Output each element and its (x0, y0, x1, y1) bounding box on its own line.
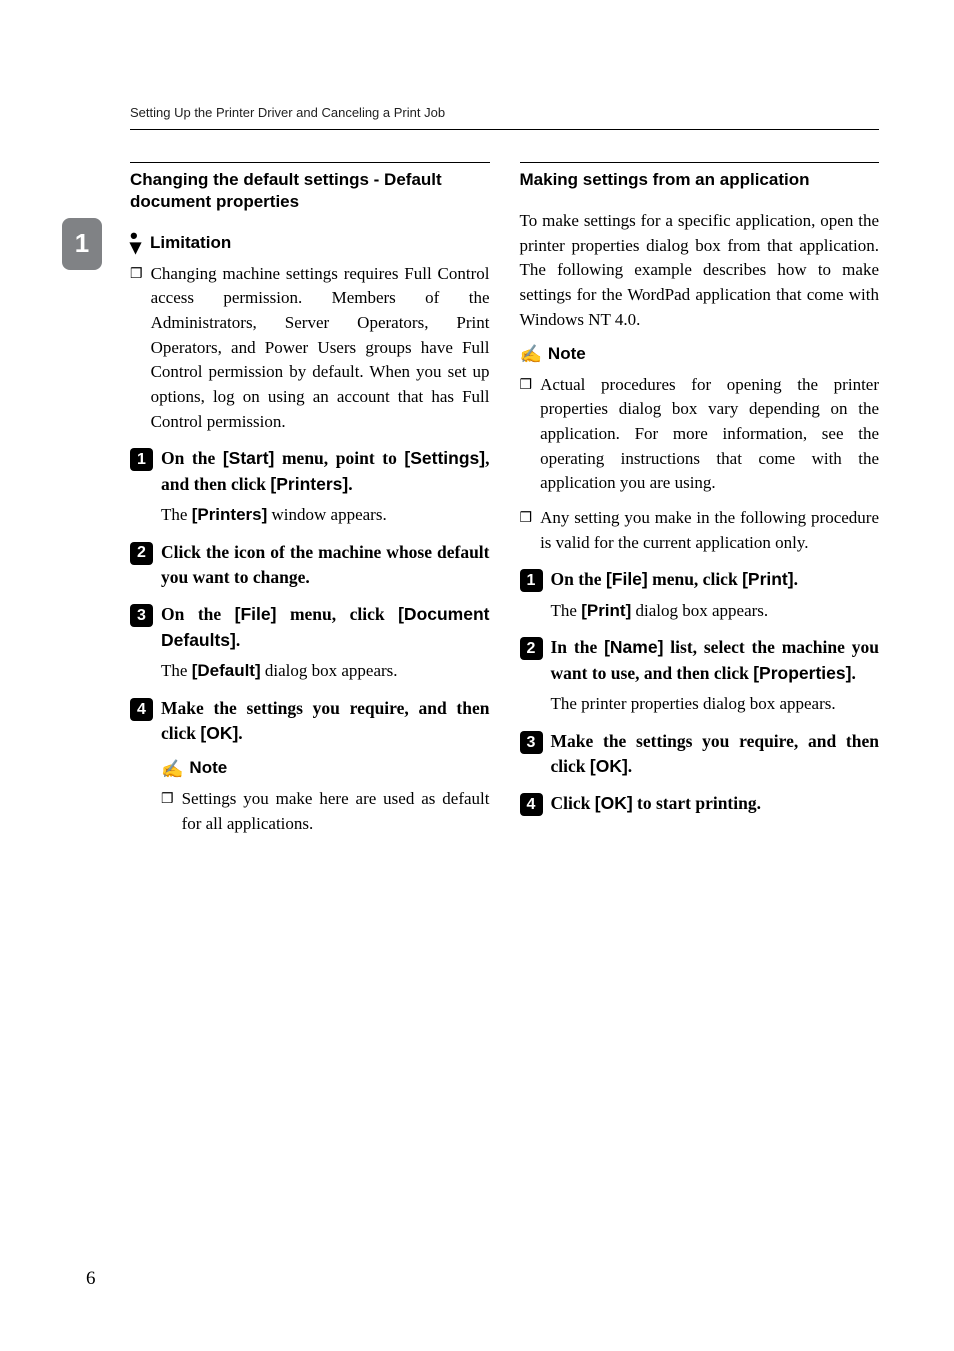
bullet-icon: ❒ (520, 373, 533, 496)
step-text: Make the settings you require, and then … (551, 729, 880, 780)
step-2-result: The printer properties dialog box appear… (551, 692, 880, 717)
limitation-text: Changing machine settings requires Full … (151, 262, 490, 434)
t: menu, click (276, 604, 398, 624)
step-text: On the [File] menu, click [Print]. (551, 567, 880, 592)
t: The (161, 505, 192, 524)
intro-paragraph: To make settings for a specific applicat… (520, 209, 880, 332)
t: . (348, 474, 352, 494)
note-bullet-1: ❒ Actual procedures for opening the prin… (520, 373, 880, 496)
running-head: Setting Up the Printer Driver and Cancel… (130, 104, 879, 130)
left-column: Changing the default settings - Default … (130, 162, 490, 847)
step-number: 4 (130, 698, 153, 721)
ui-printers-window: [Printers] (192, 505, 268, 524)
t: menu, point to (274, 448, 404, 468)
t: The (161, 661, 192, 680)
chapter-tab: 1 (62, 218, 102, 270)
note-heading: ✍ Note (520, 342, 880, 367)
t: dialog box appears. (631, 601, 768, 620)
note-bullet: ❒ Settings you make here are used as def… (161, 787, 490, 836)
t: On the (161, 604, 235, 624)
step-4: 4 Click [OK] to start printing. (520, 791, 880, 816)
ui-print: [Print] (742, 569, 794, 589)
step-number: 1 (130, 448, 153, 471)
ui-file: [File] (235, 604, 277, 624)
t: . (628, 756, 632, 776)
ui-start: [Start] (223, 448, 275, 468)
note-text: Actual procedures for opening the printe… (540, 373, 879, 496)
step-3: 3 Make the settings you require, and the… (520, 729, 880, 780)
note-heading: ✍ Note (161, 756, 490, 781)
limitation-bullet: ❒ Changing machine settings requires Ful… (130, 262, 490, 434)
limitation-icon: •▾ (130, 230, 144, 252)
t: The (551, 601, 582, 620)
ui-name: [Name] (604, 637, 663, 657)
step-number: 4 (520, 793, 543, 816)
ui-file: [File] (606, 569, 648, 589)
step-4: 4 Make the settings you require, and the… (130, 696, 490, 747)
step-text: Make the settings you require, and then … (161, 696, 490, 747)
note-label: Note (189, 756, 227, 781)
step-1: 1 On the [File] menu, click [Print]. (520, 567, 880, 592)
step-3-result: The [Default] dialog box appears. (161, 659, 490, 684)
limitation-heading: •▾ Limitation (130, 231, 490, 256)
t: to start printing. (633, 793, 761, 813)
step-1-result: The [Printers] window appears. (161, 503, 490, 528)
ui-ok: [OK] (590, 756, 628, 776)
t: . (794, 569, 798, 589)
note-bullet-2: ❒ Any setting you make in the following … (520, 506, 880, 555)
t: dialog box appears. (261, 661, 398, 680)
page-number: 6 (86, 1265, 96, 1293)
t: . (238, 723, 242, 743)
step-number: 3 (520, 731, 543, 754)
step-1-result: The [Print] dialog box appears. (551, 599, 880, 624)
step-text: On the [File] menu, click [Document Defa… (161, 602, 490, 653)
step-2: 2 In the [Name] list, select the machine… (520, 635, 880, 686)
step-2: 2 Click the icon of the machine whose de… (130, 540, 490, 591)
step-text: Click [OK] to start printing. (551, 791, 880, 816)
right-column: Making settings from an application To m… (520, 162, 880, 847)
step-1: 1 On the [Start] menu, point to [Setting… (130, 446, 490, 497)
section-head-left: Changing the default settings - Default … (130, 162, 490, 213)
note-text: Settings you make here are used as defau… (182, 787, 490, 836)
step-text: Click the icon of the machine whose defa… (161, 540, 490, 591)
t: In the (551, 637, 605, 657)
step-number: 3 (130, 604, 153, 627)
bullet-icon: ❒ (130, 262, 143, 434)
ui-ok: [OK] (200, 723, 238, 743)
ui-ok: [OK] (595, 793, 633, 813)
section-head-right: Making settings from an application (520, 162, 880, 191)
ui-print-dialog: [Print] (581, 601, 631, 620)
step-3: 3 On the [File] menu, click [Document De… (130, 602, 490, 653)
ui-default: [Default] (192, 661, 261, 680)
step-number: 1 (520, 569, 543, 592)
t: . (236, 630, 240, 650)
t: window appears. (267, 505, 386, 524)
note-label: Note (548, 342, 586, 367)
step-text: On the [Start] menu, point to [Settings]… (161, 446, 490, 497)
note-icon: ✍ (520, 345, 542, 363)
note-text: Any setting you make in the following pr… (540, 506, 879, 555)
bullet-icon: ❒ (520, 506, 533, 555)
ui-properties: [Properties] (753, 663, 851, 683)
note-icon: ✍ (161, 760, 183, 778)
ui-printers: [Printers] (270, 474, 348, 494)
t: On the (161, 448, 223, 468)
t: menu, click (648, 569, 742, 589)
step-text: In the [Name] list, select the machine y… (551, 635, 880, 686)
step-number: 2 (520, 637, 543, 660)
t: . (851, 663, 855, 683)
ui-settings: [Settings] (404, 448, 485, 468)
t: On the (551, 569, 606, 589)
bullet-icon: ❒ (161, 787, 174, 836)
limitation-label: Limitation (150, 231, 231, 256)
t: Click (551, 793, 595, 813)
step-number: 2 (130, 542, 153, 565)
